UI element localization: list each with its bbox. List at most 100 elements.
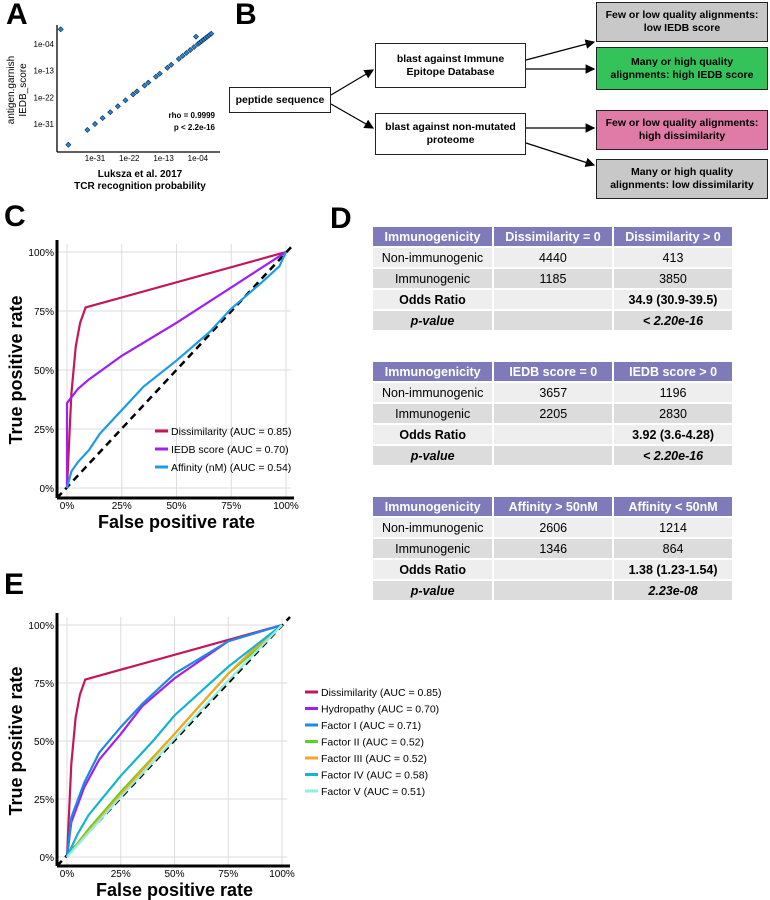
- legend-label: Dissimilarity (AUC = 0.85): [321, 687, 441, 699]
- table-row: Odds Ratio 1.38 (1.23-1.54): [373, 560, 732, 579]
- x-tick-label: 25%: [111, 869, 131, 880]
- table-cell: Odds Ratio: [373, 425, 493, 444]
- table-cell: [494, 446, 613, 465]
- table-cell: IEDB score = 0: [494, 362, 613, 381]
- node-high-dissimilarity: Few or low quality alignments: high diss…: [596, 110, 768, 150]
- table-cell: < 2.20e-16: [614, 446, 732, 465]
- data-point: [175, 55, 182, 62]
- legend-label: Hydropathy (AUC = 0.70): [321, 704, 439, 716]
- table-cell: Immunogenicity: [373, 497, 493, 516]
- table-cell: Non-immunogenic: [373, 518, 493, 537]
- x-tick-label: 1e-04: [188, 154, 209, 163]
- roc-curve-5: [66, 624, 283, 858]
- roc-curve-2: [65, 623, 283, 858]
- table-cell: 1346: [494, 539, 613, 558]
- data-point: [84, 126, 91, 133]
- chance-diagonal: [56, 616, 291, 867]
- y-tick-label: 100%: [28, 621, 54, 632]
- table-cell: [494, 425, 613, 444]
- y-tick-label: 100%: [28, 248, 54, 259]
- table-cell: 2606: [494, 518, 613, 537]
- flow-arrow: [330, 69, 375, 96]
- table-cell: Affinity > 50nM: [494, 497, 613, 516]
- table-row: Immunogenic 2205 2830: [373, 404, 732, 423]
- p-annotation: p < 2.2e-16: [174, 123, 216, 132]
- table-row: Immunogenicity Dissimilarity = 0 Dissimila…: [373, 227, 732, 246]
- y-axis-title: IEDB_score: [18, 63, 29, 117]
- table-cell: 4440: [493, 248, 612, 267]
- table-cell: Immunogenicity: [373, 227, 492, 246]
- x-tick-label: 25%: [112, 501, 132, 512]
- y-axis-title: True positive rate: [6, 666, 26, 815]
- table-cell: [493, 311, 612, 330]
- x-tick-label: 1e-22: [119, 154, 140, 163]
- roc-curve-0: [65, 250, 287, 489]
- data-point: [168, 61, 175, 68]
- node-blast-iedb: blast against Immune Epitope Database: [375, 43, 526, 88]
- node-high-iedb: Many or high quality alignments: high IE…: [596, 47, 768, 90]
- roc-curve-0: [65, 623, 283, 858]
- table-row: Immunogenic 1185 3850: [373, 269, 732, 288]
- data-point: [57, 26, 64, 33]
- table-row: Odds Ratio 34.9 (30.9-39.5): [373, 290, 732, 309]
- y-tick-label: 1e-04: [34, 40, 55, 49]
- scatter-plot-a: 1e-31 1e-31 1e-22 1e-22 1e-13 1e-13 1e-04 1e-04…: [6, 25, 220, 192]
- data-point: [208, 30, 215, 37]
- table-row: p-value < 2.20e-16: [373, 311, 732, 330]
- x-tick-label: 75%: [218, 869, 238, 880]
- panel-label-b: B: [235, 0, 257, 31]
- table-cell: Immunogenic: [373, 539, 493, 558]
- table-cell: p-value: [373, 581, 493, 600]
- panel-label-c: C: [4, 200, 26, 233]
- y-tick-label: 75%: [34, 307, 54, 318]
- data-point: [141, 82, 148, 89]
- panel-label-d: D: [330, 202, 352, 235]
- table-row: Immunogenicity IEDB score = 0 IEDB score >…: [373, 362, 732, 381]
- data-point: [156, 70, 163, 77]
- y-axis-title: antigen.garnish: [6, 56, 17, 124]
- table-row: Non-immunogenic 2606 1214: [373, 518, 732, 537]
- table-row: Odds Ratio 3.92 (3.6-4.28): [373, 425, 732, 444]
- roc-curve-6: [66, 624, 283, 858]
- x-axis-title: Luksza et al. 2017: [98, 169, 183, 180]
- y-tick-label: 0%: [40, 484, 55, 495]
- table-cell: Affinity < 50nM: [614, 497, 732, 516]
- x-tick-label: 50%: [166, 501, 186, 512]
- x-tick-label: 100%: [273, 501, 299, 512]
- table-cell: 1185: [493, 269, 612, 288]
- table-cell: 1196: [614, 383, 732, 402]
- table-cell: 1.38 (1.23-1.54): [614, 560, 732, 579]
- table-cell: IEDB score > 0: [614, 362, 732, 381]
- contingency-table: Immunogenicity IEDB score = 0 IEDB score >…: [371, 360, 734, 467]
- flow-arrow: [330, 103, 375, 129]
- node-low-dissimilarity: Many or high quality alignments: low dis…: [596, 159, 768, 199]
- table-cell: 3850: [613, 269, 732, 288]
- panel-label-e: E: [4, 568, 25, 601]
- table-cell: p-value: [373, 311, 492, 330]
- table-cell: 1214: [614, 518, 732, 537]
- table-cell: p-value: [373, 446, 493, 465]
- contingency-table: Immunogenicity Affinity > 50nM Affinity < …: [371, 495, 734, 602]
- x-tick-label: 0%: [60, 501, 75, 512]
- data-point: [99, 115, 106, 122]
- table-cell: [493, 290, 612, 309]
- data-point: [114, 103, 121, 110]
- table-cell: 2830: [614, 404, 732, 423]
- data-point: [122, 97, 129, 104]
- panel-label-a: A: [6, 0, 28, 31]
- data-point: [183, 49, 190, 56]
- table-cell: 864: [614, 539, 732, 558]
- flow-arrows: [330, 39, 596, 167]
- y-tick-label: 25%: [34, 425, 54, 436]
- data-point: [191, 44, 198, 51]
- table-cell: Immunogenic: [373, 269, 492, 288]
- node-peptide-sequence: peptide sequence: [229, 87, 331, 113]
- table-row: Immunogenic 1346 864: [373, 539, 732, 558]
- y-tick-label: 75%: [34, 679, 54, 690]
- table-row: Immunogenicity Affinity > 50nM Affinity < …: [373, 497, 732, 516]
- table-cell: 34.9 (30.9-39.5): [613, 290, 732, 309]
- y-axis-title: True positive rate: [6, 295, 26, 444]
- rho-annotation: rho = 0.9999: [169, 111, 216, 120]
- x-axis-title: False positive rate: [96, 880, 253, 900]
- data-point: [187, 47, 194, 53]
